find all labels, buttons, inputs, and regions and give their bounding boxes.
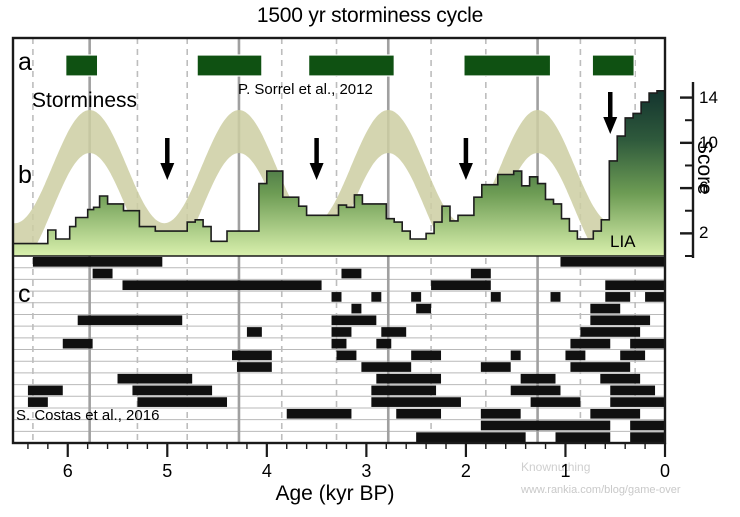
panel-c-event-bar xyxy=(470,268,491,279)
panel-c-event-bar xyxy=(132,385,213,396)
down-arrow-icon xyxy=(603,92,618,134)
panel-c-event-bar xyxy=(610,397,665,407)
panel-c-event-bar xyxy=(590,315,651,326)
panel-c-event-bar xyxy=(376,373,442,384)
panel-c-event-bar xyxy=(32,257,163,267)
panel-c-event-bar xyxy=(411,292,422,302)
panel-c-event-bar xyxy=(620,350,646,361)
panel-c-event-bar xyxy=(381,327,407,337)
panel-c-event-bar xyxy=(530,397,581,407)
panel-a-bar xyxy=(65,54,99,77)
sorrel-citation: P. Sorrel et al., 2012 xyxy=(238,81,373,98)
x-tick-label: 1 xyxy=(560,461,571,481)
panel-c-event-bar xyxy=(286,408,352,419)
down-arrow-icon xyxy=(309,138,324,180)
x-axis-title: Age (kyr BP) xyxy=(275,482,395,505)
y-tick-label: 6 xyxy=(699,178,709,198)
panel-c-event-bar xyxy=(510,385,561,396)
panel-a-bar xyxy=(463,54,552,77)
x-tick-label: 2 xyxy=(460,461,471,481)
panel-c-event-bar xyxy=(376,338,392,349)
panel-c-event-bar xyxy=(630,420,665,431)
y-tick-label: 10 xyxy=(699,132,718,152)
panel-c-event-bar xyxy=(570,362,631,372)
panel-c-event-bar xyxy=(122,280,322,291)
panel-c-event-bar xyxy=(117,373,193,384)
panel-c-event-bar xyxy=(246,327,262,337)
panel-c-event-bar xyxy=(600,373,641,384)
panel-c-event-bar xyxy=(565,350,586,361)
panel-c-event-bar xyxy=(510,350,521,361)
x-tick-label: 3 xyxy=(361,461,372,481)
y-tick-label: 14 xyxy=(699,87,718,107)
watermark-name: Knownuthing xyxy=(521,460,591,474)
panel-c-event-bar xyxy=(630,432,665,442)
panel-c-event-bar xyxy=(236,362,272,372)
y-tick-label: 2 xyxy=(699,223,709,243)
x-tick-label: 5 xyxy=(162,461,173,481)
panel-c-event-bar xyxy=(490,292,501,302)
panel-c-event-bar xyxy=(371,385,437,396)
panel-c-event-bar xyxy=(351,303,362,314)
panel-c-event-bar xyxy=(431,280,491,291)
x-tick-label: 6 xyxy=(62,461,73,481)
panel-c-event-bar xyxy=(555,432,611,442)
panel-c-event-bar xyxy=(480,420,611,431)
panel-c-event-bar xyxy=(336,350,357,361)
panel-c-event-bar xyxy=(371,292,382,302)
lia-label: LIA xyxy=(610,232,636,251)
panel-a-letter: a xyxy=(18,48,32,76)
panel-c-event-bar xyxy=(605,280,665,291)
panel-c-event-bar xyxy=(590,303,621,314)
panel-c-event-bar xyxy=(570,338,611,349)
panel-c-event-bar xyxy=(396,408,442,419)
panel-c-event-bar xyxy=(416,432,526,442)
panel-a-bar xyxy=(308,54,395,77)
panel-c-letter: c xyxy=(18,280,31,308)
panel-c-event-bar xyxy=(560,257,665,267)
panel-c-event-bar xyxy=(480,408,521,419)
panel-c-event-bar xyxy=(137,397,228,407)
panel-c-event-bar xyxy=(645,292,665,302)
panel-c-event-bar xyxy=(77,315,183,326)
panel-c-event-bar xyxy=(630,338,665,349)
panel-c-event-bar xyxy=(605,292,631,302)
panel-c-event-bar xyxy=(361,362,412,372)
panel-c-event-bar xyxy=(580,327,641,337)
panel-c-event-bar xyxy=(416,303,432,314)
panel-c-event-bar xyxy=(371,397,461,407)
panel-c-event-bar xyxy=(520,373,556,384)
panel-c-event-bar xyxy=(411,350,442,361)
panel-c-event-bar xyxy=(331,315,377,326)
x-tick-label: 0 xyxy=(659,461,670,481)
down-arrow-icon xyxy=(160,138,175,180)
panel-c-event-bar xyxy=(331,338,347,349)
figure-title: 1500 yr storminess cycle xyxy=(256,4,484,27)
panel-c-event-bar xyxy=(27,385,63,396)
costas-citation: S. Costas et al., 2016 xyxy=(16,407,160,424)
panel-c-event-bar xyxy=(62,338,93,349)
panel-c-event-bar xyxy=(480,362,511,372)
panel-c-event-bar xyxy=(331,327,352,337)
panel-c-event-bar xyxy=(231,350,272,361)
panel-c-event-bar xyxy=(341,268,362,279)
panel-c-event-bar xyxy=(331,292,342,302)
panel-c-event-bar xyxy=(590,408,641,419)
panel-b-letter: b xyxy=(18,161,32,189)
panel-a-bar xyxy=(591,54,635,77)
panel-c-event-bar xyxy=(610,385,656,396)
panel-c-event-bar xyxy=(27,397,48,407)
watermark-url: www.rankia.com/blog/game-over xyxy=(521,484,681,496)
x-tick-label: 4 xyxy=(261,461,272,481)
storminess-label: Storminess xyxy=(32,89,138,112)
down-arrow-icon xyxy=(458,138,473,180)
panel-c-event-bar xyxy=(92,268,113,279)
panel-a-bar xyxy=(196,54,263,77)
panel-c-event-bar xyxy=(550,292,561,302)
